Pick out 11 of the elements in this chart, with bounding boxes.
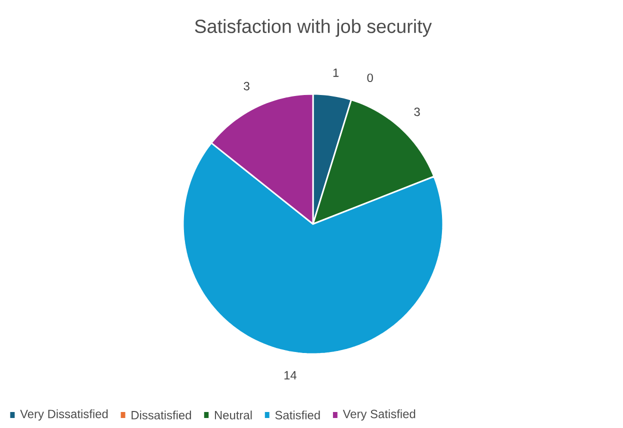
text: 0 xyxy=(367,74,373,82)
chart-title: Satisfaction with job security xyxy=(194,19,432,37)
data-label: 3 xyxy=(414,108,420,116)
legend-label: Very Satisfied xyxy=(342,409,416,421)
data-label: 3 xyxy=(244,82,250,90)
legend-label: Satisfied xyxy=(275,410,320,420)
legend-label: Neutral xyxy=(214,410,252,420)
data-label: 14 xyxy=(284,371,296,380)
data-label: 1 xyxy=(333,68,339,77)
legend-label: Very Dissatisfied xyxy=(20,409,108,421)
legend-label: Dissatisfied xyxy=(132,410,191,420)
